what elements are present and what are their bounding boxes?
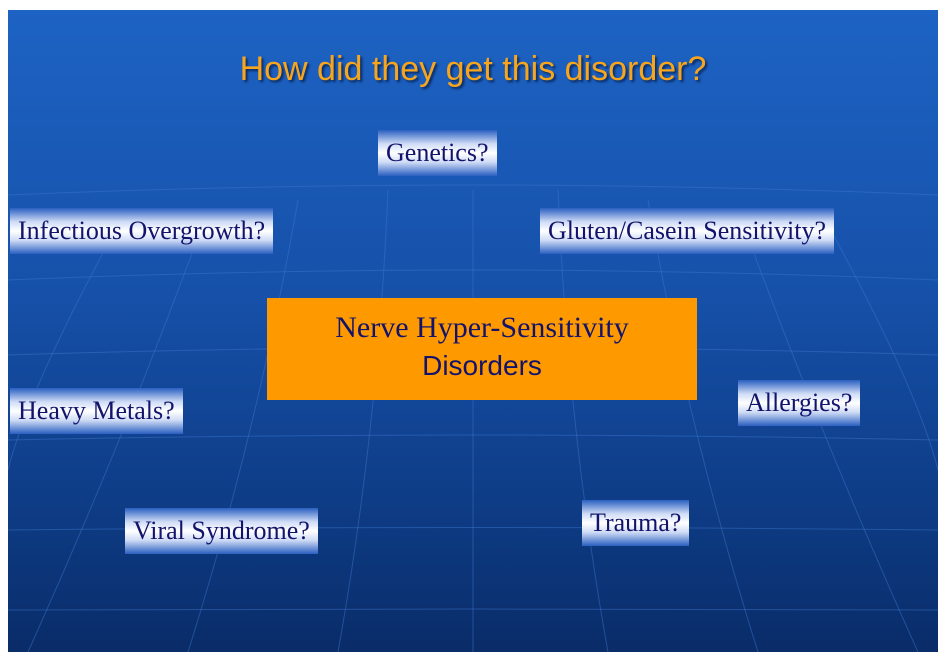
slide-title: How did they get this disorder? [239, 50, 707, 88]
cause-label: Genetics? [378, 130, 497, 176]
cause-label: Heavy Metals? [10, 388, 183, 434]
cause-label: Gluten/Casein Sensitivity? [540, 208, 835, 254]
central-line: Disorders [422, 350, 542, 381]
slide: How did they get this disorder? Genetics… [8, 10, 938, 652]
globe-grid [8, 184, 938, 652]
central-node: Nerve Hyper-Sensitivity Disorders [267, 298, 697, 400]
cause-label: Viral Syndrome? [125, 508, 318, 554]
central-line: Nerve Hyper-Sensitivity [335, 311, 629, 344]
cause-label: Infectious Overgrowth? [10, 208, 274, 254]
cause-label: Allergies? [738, 380, 861, 426]
cause-label: Trauma? [582, 500, 690, 546]
